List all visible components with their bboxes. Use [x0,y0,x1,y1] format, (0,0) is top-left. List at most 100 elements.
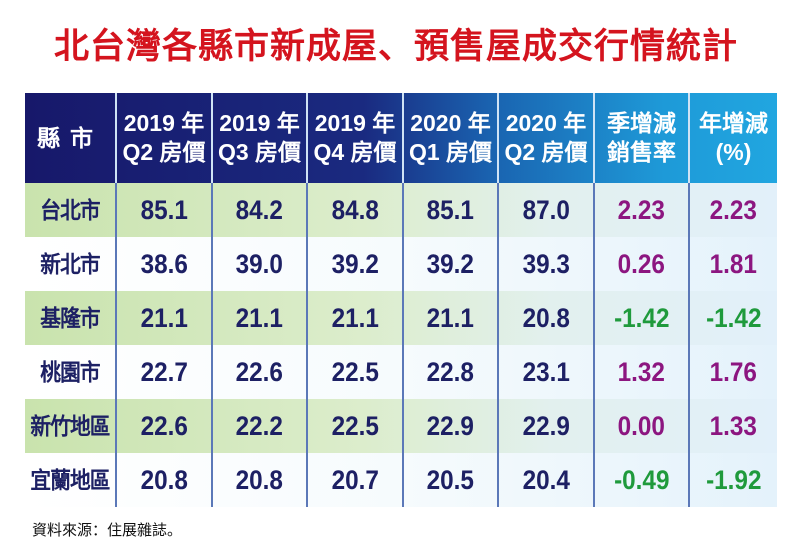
price-cell: 22.6 [211,345,307,399]
yearly-change-cell: -1.42 [688,291,777,345]
price-cell: 22.5 [306,345,403,399]
table-row: 桃園市 22.7 22.6 22.5 22.8 23.1 1.32 1.76 [25,345,777,399]
county-label: 台北市 [40,197,100,223]
cell-value: 1.32 [617,357,666,387]
column-header-line1: 2019 年 [219,110,300,136]
county-label: 新北市 [40,251,100,277]
cell-value: 20.8 [522,303,570,333]
cell-value: -0.49 [613,465,670,495]
price-cell: 20.4 [497,453,594,507]
table-row: 新北市 38.6 39.0 39.2 39.2 39.3 0.26 1.81 [25,237,777,291]
column-header-line1: 2019 年 [314,110,396,136]
cell-value: 22.5 [331,411,379,441]
quarterly-change-cell: 0.26 [593,237,689,291]
cell-value: 20.4 [522,465,570,495]
price-cell: 20.8 [497,291,594,345]
cell-value: 20.5 [426,465,475,495]
price-cell: 87.0 [497,183,594,237]
column-header-line1: 季增減 [607,110,676,136]
cell-value: 39.0 [235,249,284,279]
county-name: 宜蘭地區 [25,453,116,507]
column-header: 年增減 (%) [688,93,777,183]
cell-value: 0.26 [617,249,666,279]
cell-value: 21.1 [235,303,284,333]
cell-value: 21.1 [140,303,188,333]
cell-value: 39.3 [522,249,570,279]
column-header: 季增減 銷售率 [593,93,689,183]
price-cell: 84.8 [306,183,403,237]
cell-value: 39.2 [426,249,475,279]
price-cell: 85.1 [402,183,498,237]
county-name: 新竹地區 [25,399,116,453]
table-row: 新竹地區 22.6 22.2 22.5 22.9 22.9 0.00 1.33 [25,399,777,453]
cell-value: 2.23 [709,195,758,225]
column-header-line2: Q2 房價 [504,139,588,165]
cell-value: -1.42 [613,303,670,333]
cell-value: 21.1 [331,303,379,333]
cell-value: 22.8 [426,357,475,387]
price-cell: 23.1 [497,345,594,399]
column-header-line1: 縣市 [37,124,103,151]
cell-value: 85.1 [426,195,475,225]
column-header: 2020 年 Q2 房價 [497,93,594,183]
price-cell: 39.0 [211,237,307,291]
price-cell: 85.1 [115,183,212,237]
column-header: 2019 年 Q3 房價 [211,93,307,183]
price-cell: 39.2 [306,237,403,291]
cell-value: 20.7 [331,465,379,495]
price-cell: 20.5 [402,453,498,507]
county-label: 基隆市 [40,305,100,331]
price-cell: 21.1 [306,291,403,345]
cell-value: 20.8 [140,465,188,495]
county-label: 桃園市 [40,359,100,385]
cell-value: 84.8 [331,195,379,225]
yearly-change-cell: 1.81 [688,237,777,291]
county-label: 宜蘭地區 [30,467,110,493]
column-header-line1: 2020 年 [505,110,587,136]
price-cell: 22.8 [402,345,498,399]
price-cell: 39.3 [497,237,594,291]
table-row: 宜蘭地區 20.8 20.8 20.7 20.5 20.4 -0.49 -1.92 [25,453,777,507]
cell-value: -1.42 [705,303,762,333]
quarterly-change-cell: 1.32 [593,345,689,399]
price-cell: 21.1 [115,291,212,345]
header-row: 縣市 2019 年 Q2 房價 2019 年 Q3 房價 2019 年 Q4 房價 2020 … [25,93,777,183]
cell-value: 87.0 [522,195,570,225]
price-cell: 22.9 [497,399,594,453]
cell-value: 20.8 [235,465,284,495]
column-header-line2: Q3 房價 [217,139,302,165]
price-cell: 20.7 [306,453,403,507]
county-name: 基隆市 [25,291,116,345]
yearly-change-cell: 1.33 [688,399,777,453]
column-header: 縣市 [25,93,116,183]
price-cell: 22.6 [115,399,212,453]
cell-value: 22.6 [140,411,188,441]
cell-value: 23.1 [522,357,570,387]
quarterly-change-cell: 2.23 [593,183,689,237]
cell-value: 1.76 [709,357,758,387]
county-name: 台北市 [25,183,116,237]
column-header: 2020 年 Q1 房價 [402,93,498,183]
cell-value: 39.2 [331,249,379,279]
price-cell: 21.1 [211,291,307,345]
county-label: 新竹地區 [30,413,110,439]
price-table: 縣市 2019 年 Q2 房價 2019 年 Q3 房價 2019 年 Q4 房價 2020 … [25,93,777,507]
price-cell: 20.8 [115,453,212,507]
cell-value: 38.6 [140,249,188,279]
cell-value: 22.6 [235,357,284,387]
price-cell: 22.7 [115,345,212,399]
cell-value: 0.00 [617,411,666,441]
source-note: 資料來源：住展雜誌。 [32,522,183,539]
table-row: 基隆市 21.1 21.1 21.1 21.1 20.8 -1.42 -1.42 [25,291,777,345]
yearly-change-cell: -1.92 [688,453,777,507]
price-cell: 84.2 [211,183,307,237]
price-cell: 39.2 [402,237,498,291]
price-cell: 20.8 [211,453,307,507]
column-header-line1: 2020 年 [410,110,491,136]
column-header-line2: Q4 房價 [313,139,397,165]
county-name: 新北市 [25,237,116,291]
price-cell: 22.2 [211,399,307,453]
price-cell: 22.9 [402,399,498,453]
cell-value: 2.23 [617,195,666,225]
cell-value: 22.9 [522,411,570,441]
